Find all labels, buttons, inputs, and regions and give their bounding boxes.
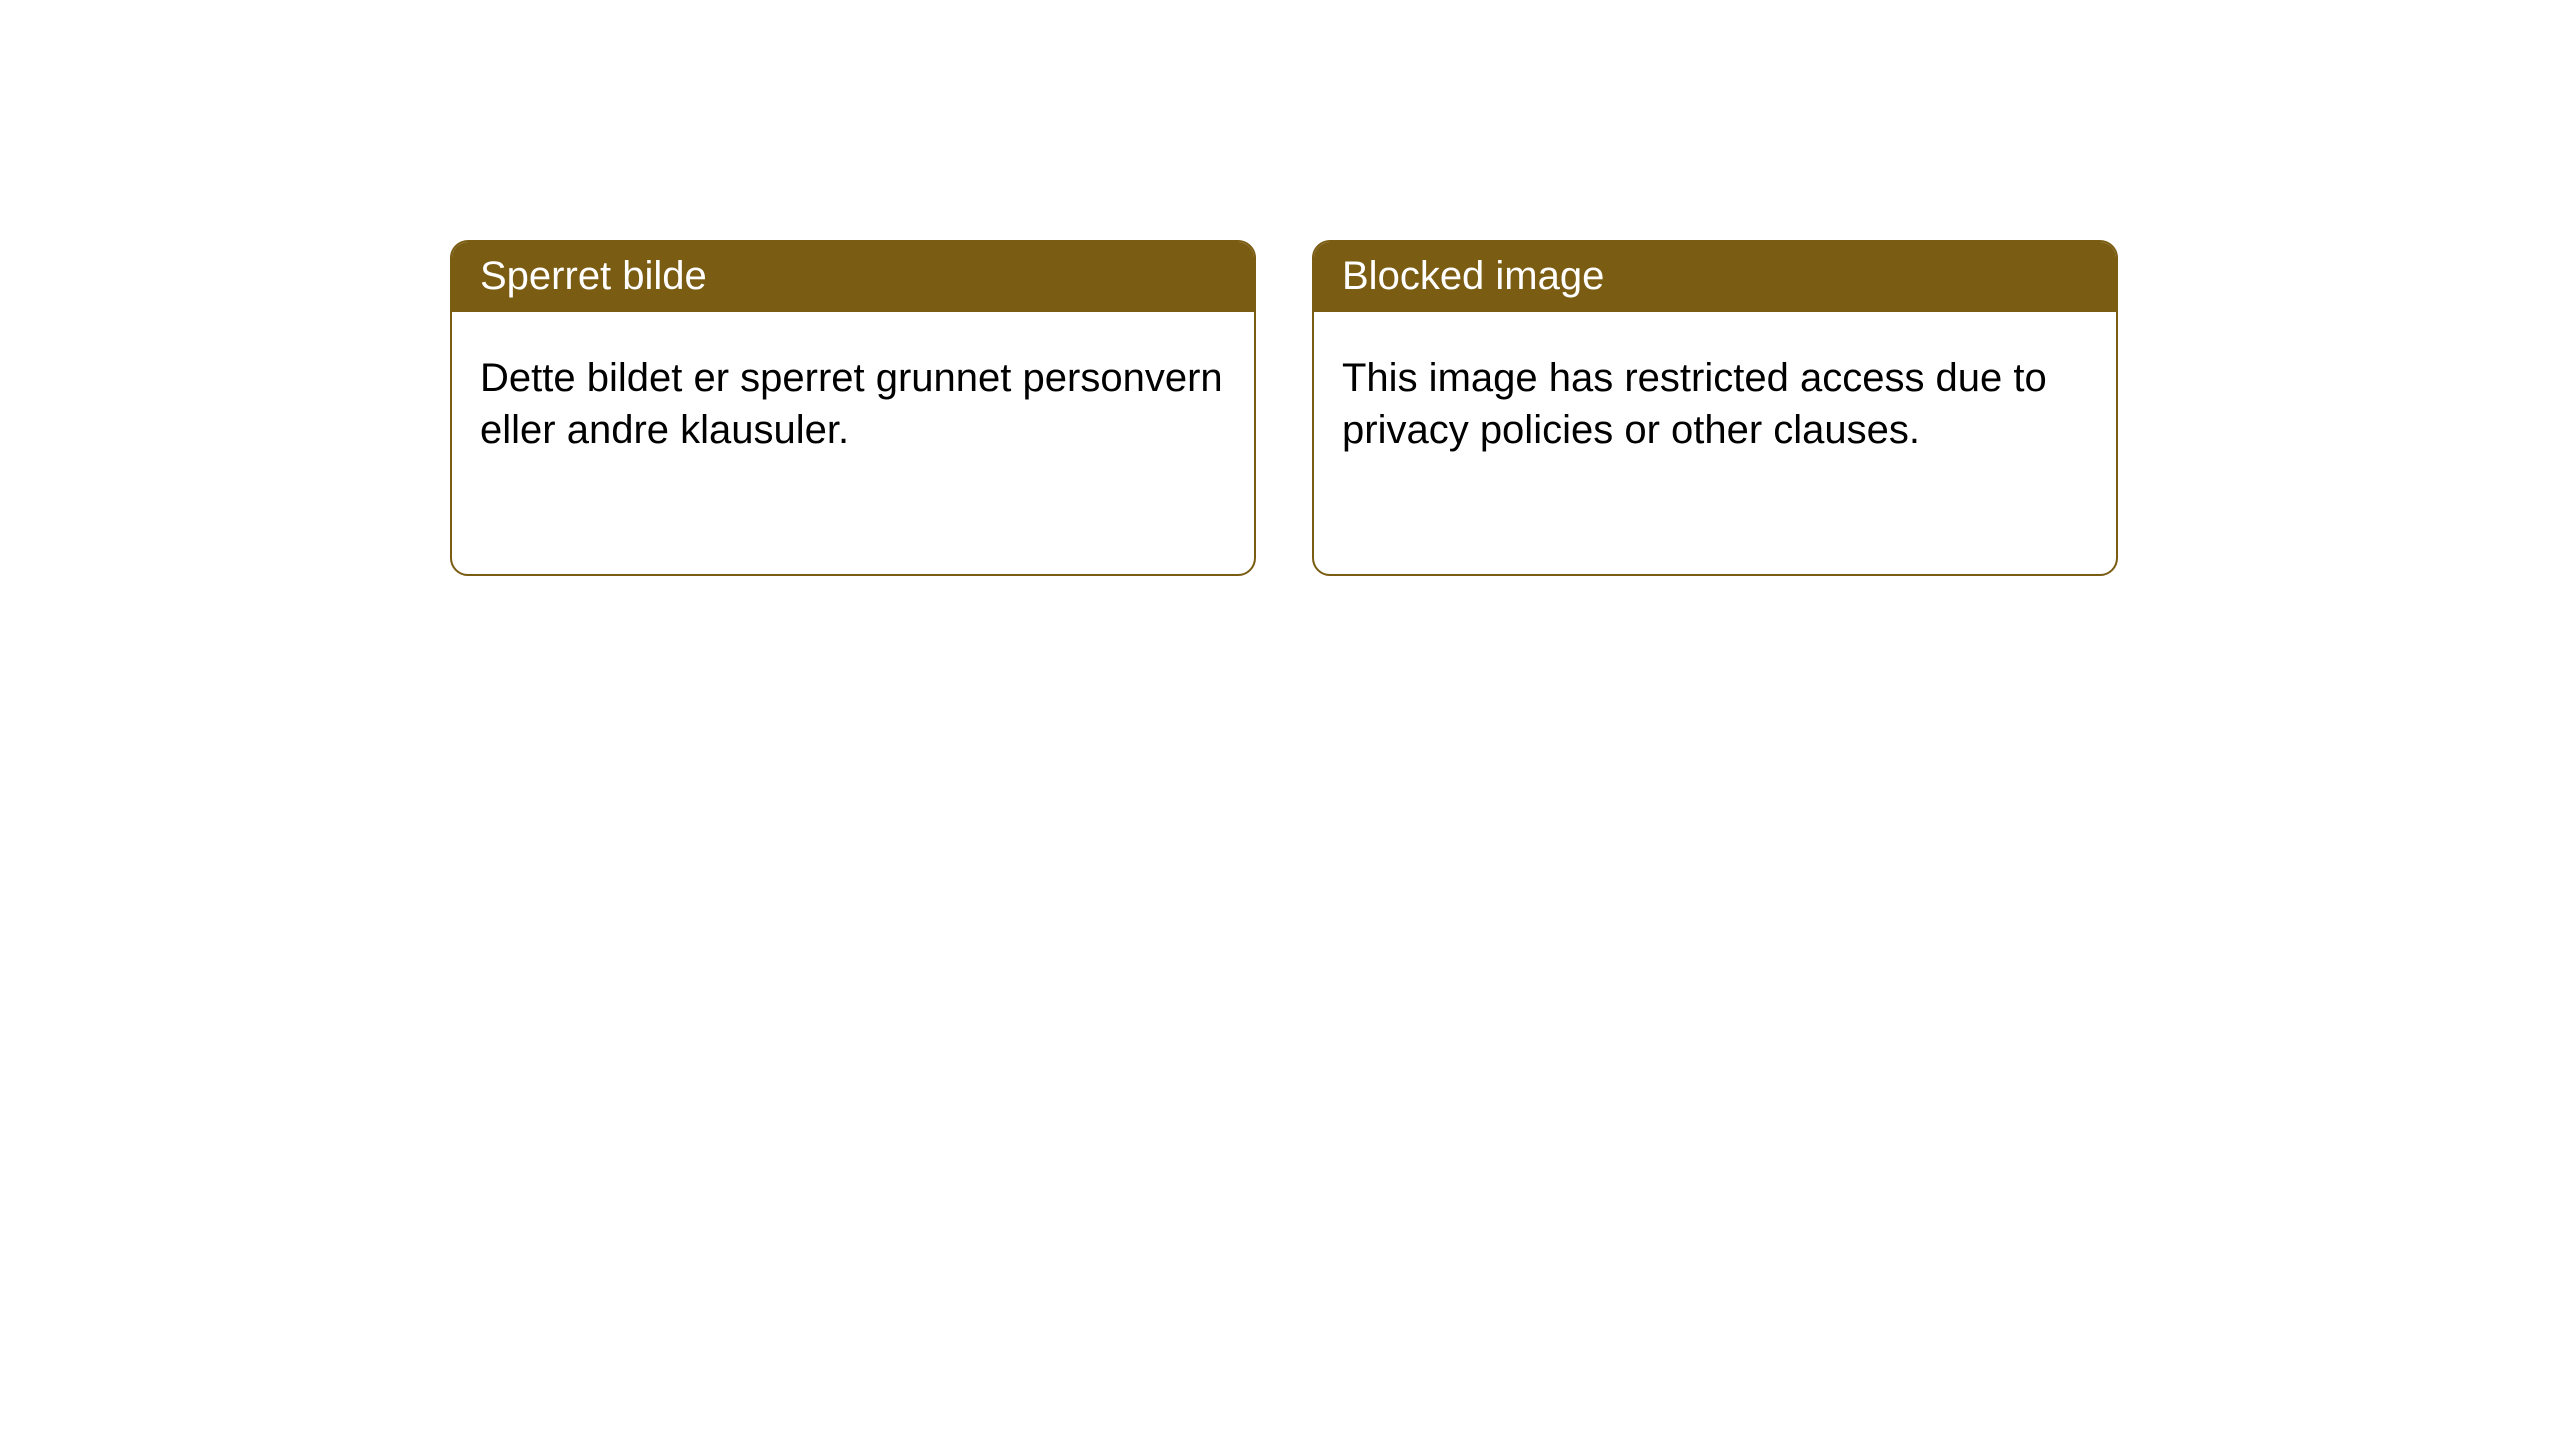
card-body-no: Dette bildet er sperret grunnet personve… [452, 312, 1254, 574]
blocked-image-card-no: Sperret bilde Dette bildet er sperret gr… [450, 240, 1256, 576]
card-header-text-en: Blocked image [1342, 254, 1604, 298]
card-body-text-no: Dette bildet er sperret grunnet personve… [480, 356, 1223, 452]
card-header-en: Blocked image [1314, 242, 2116, 312]
card-body-text-en: This image has restricted access due to … [1342, 356, 2047, 452]
card-body-en: This image has restricted access due to … [1314, 312, 2116, 574]
notice-cards-container: Sperret bilde Dette bildet er sperret gr… [450, 240, 2560, 576]
card-header-text-no: Sperret bilde [480, 254, 707, 298]
card-header-no: Sperret bilde [452, 242, 1254, 312]
blocked-image-card-en: Blocked image This image has restricted … [1312, 240, 2118, 576]
